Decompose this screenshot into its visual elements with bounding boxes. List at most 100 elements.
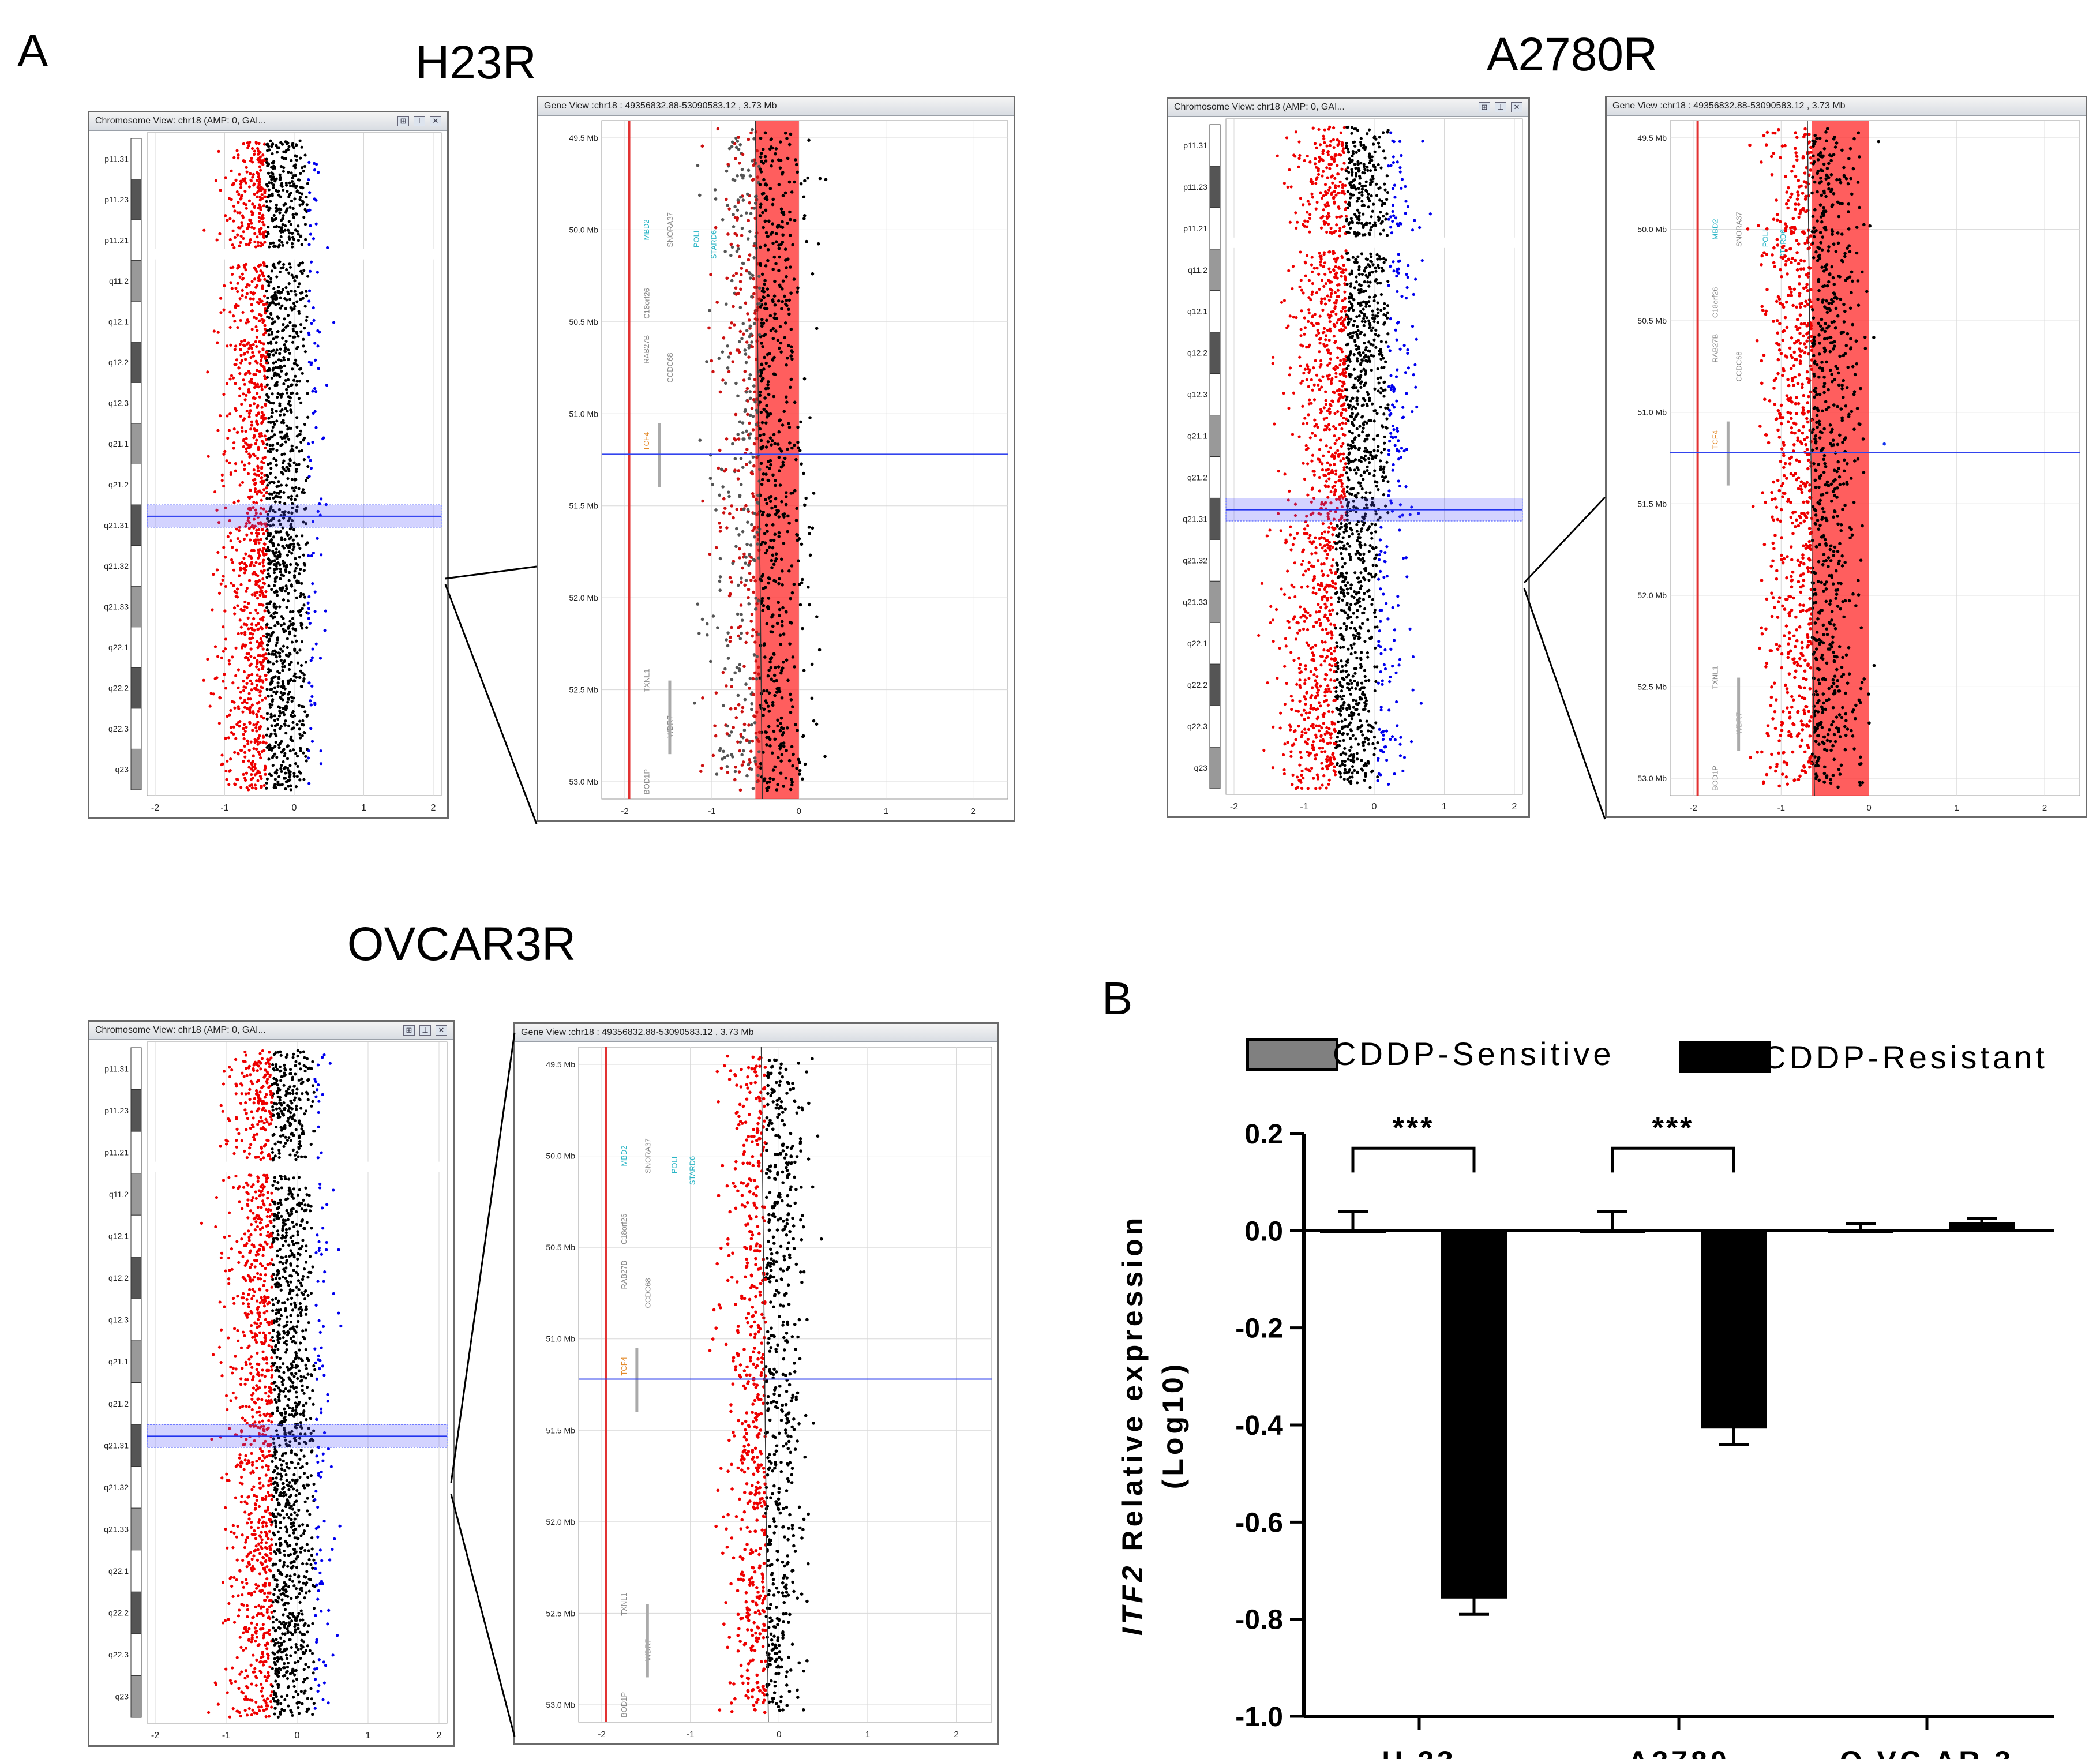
copy-number-point — [262, 507, 265, 511]
copy-number-point — [737, 161, 741, 165]
copy-number-point — [785, 299, 789, 302]
copy-number-point — [764, 387, 768, 391]
copy-number-point — [272, 241, 275, 245]
copy-number-point — [757, 286, 762, 290]
copy-number-point — [265, 537, 268, 541]
copy-number-point — [260, 355, 264, 359]
copy-number-point — [219, 297, 223, 300]
copy-number-point — [1294, 130, 1297, 134]
copy-number-point — [224, 769, 228, 773]
copy-number-point — [727, 370, 731, 374]
copy-number-point — [247, 341, 250, 344]
copy-number-point — [276, 146, 279, 149]
copy-number-point — [741, 152, 745, 156]
copy-number-point — [766, 387, 770, 390]
copy-number-point — [243, 600, 247, 603]
close-icon[interactable]: ✕ — [1511, 102, 1522, 112]
copy-number-point — [740, 267, 744, 270]
copy-number-point — [291, 748, 295, 752]
zoom-icon[interactable]: ⊞ — [397, 116, 409, 126]
copy-number-point — [779, 716, 783, 720]
band-label: p11.31 — [104, 154, 129, 163]
copy-number-point — [265, 142, 269, 147]
copy-number-point — [770, 566, 774, 569]
copy-number-point — [736, 140, 740, 143]
copy-number-point — [747, 346, 751, 350]
copy-number-point — [284, 325, 288, 329]
copy-number-point — [1374, 680, 1378, 684]
copy-number-point — [767, 669, 771, 672]
copy-number-point — [1312, 726, 1315, 730]
copy-number-point — [790, 349, 793, 352]
copy-number-point — [307, 455, 310, 459]
copy-number-point — [247, 412, 251, 415]
copy-number-point — [759, 462, 763, 466]
copy-number-point — [235, 190, 239, 194]
copy-number-point — [1374, 328, 1378, 332]
copy-number-point — [733, 770, 737, 774]
copy-number-point — [756, 779, 760, 783]
copy-number-point — [280, 290, 283, 294]
copy-number-point — [265, 497, 269, 500]
copy-number-point — [245, 587, 249, 590]
copy-number-point — [265, 623, 268, 627]
copy-number-point — [258, 694, 262, 697]
copy-number-point — [281, 223, 284, 227]
copy-number-point — [1306, 628, 1310, 632]
copy-number-point — [726, 644, 730, 648]
copy-number-point — [1364, 346, 1368, 349]
copy-number-point — [773, 312, 777, 316]
copy-number-point — [300, 582, 303, 585]
copy-number-point — [260, 498, 263, 502]
copy-number-point — [276, 621, 279, 624]
copy-number-point — [1381, 425, 1385, 429]
copy-number-point — [1318, 543, 1322, 546]
copy-number-point — [785, 275, 788, 279]
pin-icon[interactable]: ⊥ — [1495, 102, 1506, 112]
copy-number-point — [262, 783, 266, 787]
copy-number-point — [288, 652, 292, 656]
copy-number-point — [1321, 574, 1325, 577]
copy-number-point — [291, 141, 295, 145]
copy-number-point — [1360, 759, 1363, 762]
copy-number-point — [789, 327, 793, 331]
copy-number-point — [273, 778, 277, 781]
copy-number-point — [742, 722, 747, 726]
copy-number-point — [1348, 552, 1351, 556]
copy-number-point — [738, 788, 742, 792]
copy-number-point — [270, 694, 273, 697]
close-icon[interactable]: ✕ — [430, 116, 441, 126]
copy-number-point — [771, 523, 775, 527]
copy-number-point — [1388, 680, 1392, 684]
copy-number-point — [242, 608, 246, 612]
zoom-icon[interactable]: ⊞ — [1479, 102, 1490, 112]
copy-number-point — [282, 413, 286, 417]
copy-number-point — [768, 660, 772, 664]
copy-number-point — [306, 601, 310, 605]
copy-number-point — [302, 569, 306, 572]
copy-number-point — [253, 382, 256, 385]
copy-number-point — [273, 179, 277, 183]
copy-number-point — [262, 558, 265, 562]
copy-number-point — [1352, 298, 1356, 302]
copy-number-point — [253, 385, 256, 389]
copy-number-point — [764, 421, 768, 425]
copy-number-point — [771, 268, 775, 271]
copy-number-point — [266, 483, 269, 487]
copy-number-point — [774, 666, 777, 670]
copy-number-point — [245, 450, 248, 453]
pin-icon[interactable]: ⊥ — [414, 116, 425, 126]
centromere-gap — [1227, 237, 1522, 248]
copy-number-point — [291, 213, 295, 216]
copy-number-point — [1340, 697, 1344, 701]
copy-number-point — [1369, 228, 1372, 232]
copy-number-point — [247, 527, 251, 530]
copy-number-point — [1329, 603, 1333, 606]
copy-number-point — [1327, 477, 1331, 481]
copy-number-point — [738, 547, 741, 551]
chromosome-scatter-plot: p11.31p11.23p11.21q11.2q12.1q12.2q12.3q2… — [1183, 118, 1523, 812]
copy-number-point — [1323, 302, 1327, 306]
copy-number-point — [740, 507, 743, 511]
copy-number-point — [297, 543, 301, 547]
copy-number-point — [1322, 170, 1325, 173]
